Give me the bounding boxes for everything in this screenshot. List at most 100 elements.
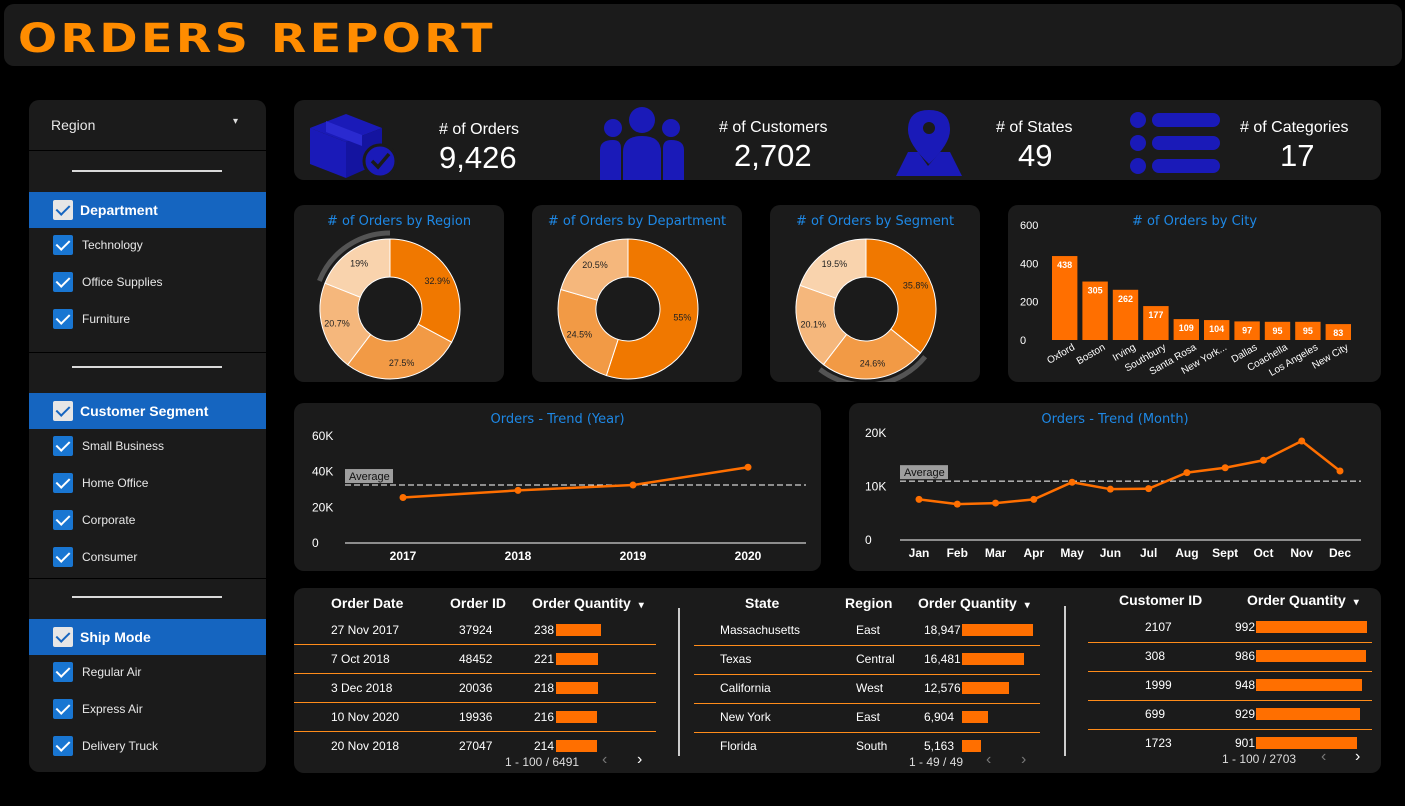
column-header-region[interactable]: Region [845,595,893,611]
cell-order-quantity: 5,163 [924,739,955,753]
checkbox-icon[interactable] [53,627,73,647]
checkbox-icon[interactable] [53,699,73,719]
pie-slice [822,328,922,380]
cell-order-quantity: 992 [1235,620,1256,634]
sort-desc-icon[interactable]: ▾ [638,600,644,611]
chart-title: # of Orders by Department [547,214,727,229]
region-donut-chart: 32.9% 27.5% 20.7% 19% [317,230,461,380]
prev-page-button[interactable]: ‹ [602,751,608,768]
checkbox-icon[interactable] [53,309,73,329]
data-label: 438 [1057,260,1072,270]
filter-item-home-office[interactable]: Home Office [29,467,266,499]
region-donut-panel: # of Orders by Region 32.9% 27.5% 20.7% 19% [294,205,504,382]
column-header-order-id[interactable]: Order ID [450,595,507,611]
cell-order-date: 20 Nov 2018 [331,739,400,753]
cell-order-id: 20036 [459,681,493,695]
cell-order-quantity: 18,947 [924,623,961,637]
checkbox-icon[interactable] [53,436,73,456]
data-point [992,499,1000,507]
sort-desc-icon[interactable]: ▾ [1024,600,1030,611]
column-header-order-quantity[interactable]: Order Quantity ▾ [1247,592,1359,608]
quantity-bar [962,624,1033,636]
cell-order-id: 48452 [459,652,493,666]
chart-title: # of Orders by Segment [795,214,955,229]
segment-donut-panel: # of Orders by Segment 35.8% 24.6% 20.1% 19… [770,205,980,382]
x-tick-label: Nov [1290,546,1313,560]
column-header-customer-id[interactable]: Customer ID [1119,592,1203,608]
checkbox-icon[interactable] [53,473,73,493]
column-header-state[interactable]: State [745,595,780,611]
filter-item-express-air[interactable]: Express Air [29,693,266,725]
quantity-bar [556,740,597,752]
next-page-button[interactable]: › [1021,751,1027,768]
filter-item-label: Technology [82,238,143,252]
filter-item-small-business[interactable]: Small Business [29,430,266,462]
pie-slice [346,323,453,380]
next-page-button[interactable]: › [1355,748,1361,765]
checkbox-icon[interactable] [53,547,73,567]
cell-order-quantity: 948 [1235,678,1256,692]
column-header-order-quantity[interactable]: Order Quantity ▾ [918,595,1030,611]
page-title: ORDERS REPORT [18,16,496,62]
data-point [629,481,637,489]
kpi-label: # of Customers [719,119,828,136]
checkbox-icon[interactable] [53,401,73,421]
cell-order-date: 10 Nov 2020 [331,710,400,724]
filter-group-department[interactable]: Department [29,192,266,228]
quantity-bar [1256,621,1367,633]
segment-donut-chart: 35.8% 24.6% 20.1% 19.5% [795,238,937,382]
checkbox-icon[interactable] [53,662,73,682]
next-page-button[interactable]: › [637,751,643,768]
cell-order-date: 27 Nov 2017 [331,623,400,637]
filter-group-ship-mode[interactable]: Ship Mode [29,619,266,655]
pie-slice [799,238,867,299]
filter-item-consumer[interactable]: Consumer [29,541,266,573]
data-point [915,495,923,503]
cell-customer-id: 2107 [1145,620,1172,634]
checkbox-icon[interactable] [53,235,73,255]
x-tick-label: Oct [1253,546,1273,560]
prev-page-button[interactable]: ‹ [986,751,992,768]
quantity-bar [556,624,601,636]
y-tick-label: 60K [312,429,333,443]
chart-title: # of Orders by City [1131,214,1258,229]
filter-item-regular-air[interactable]: Regular Air [29,656,266,688]
filter-item-corporate[interactable]: Corporate [29,504,266,536]
region-dropdown[interactable]: Region ▾ [29,100,266,150]
column-header-order-quantity[interactable]: Order Quantity ▾ [532,595,644,611]
divider [678,608,680,756]
pie-slice [324,238,391,298]
quantity-bar [962,653,1024,665]
filter-item-label: Furniture [82,312,131,326]
filter-group-label: Ship Mode [80,629,151,645]
filter-item-furniture[interactable]: Furniture [29,303,266,335]
slice-label: 35.8% [903,280,929,290]
filter-item-office-supplies[interactable]: Office Supplies [29,266,266,298]
row-divider [294,731,656,732]
cell-customer-id: 1999 [1145,678,1172,692]
checkbox-icon[interactable] [53,736,73,756]
checkbox-icon[interactable] [53,272,73,292]
sort-desc-icon[interactable]: ▾ [1353,597,1359,608]
x-tick-label: Aug [1175,546,1198,560]
filter-item-label: Express Air [82,702,143,716]
bar [1264,321,1291,340]
filter-group-customer-segment[interactable]: Customer Segment [29,393,266,429]
cell-order-quantity: 16,481 [924,652,961,666]
checkbox-icon[interactable] [53,510,73,530]
filter-item-technology[interactable]: Technology [29,229,266,261]
divider [29,578,266,579]
slice-label: 24.5% [567,330,593,340]
prev-page-button[interactable]: ‹ [1321,748,1327,765]
x-tick-label: Oxford [1045,342,1076,367]
filter-item-delivery-truck[interactable]: Delivery Truck [29,730,266,762]
row-divider [1088,729,1372,730]
checkbox-icon[interactable] [53,200,73,220]
cell-customer-id: 1723 [1145,736,1172,750]
row-divider [694,703,1040,704]
column-header-order-date[interactable]: Order Date [331,595,404,611]
quantity-bar [1256,708,1360,720]
cell-order-quantity: 986 [1235,649,1256,663]
row-divider [294,702,656,703]
row-divider [694,732,1040,733]
